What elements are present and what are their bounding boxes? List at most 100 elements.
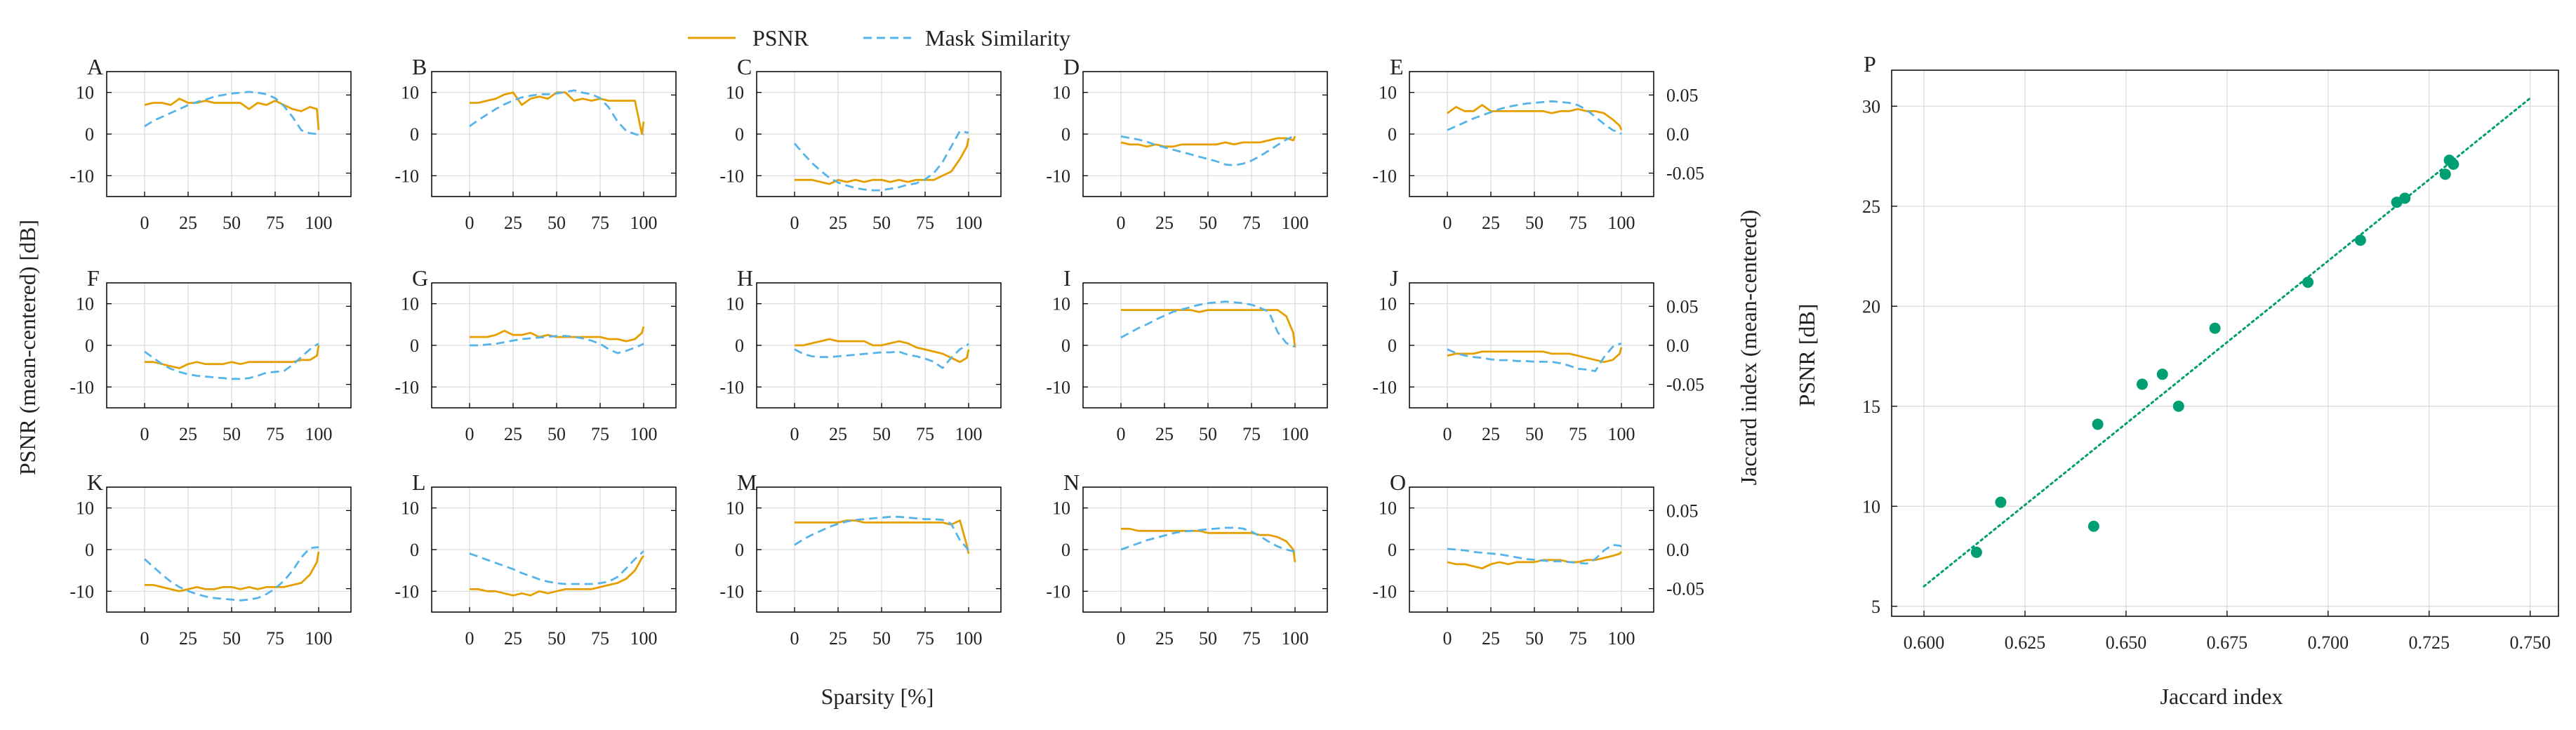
scatter-point <box>2209 322 2221 334</box>
panel-label: E <box>1390 54 1404 79</box>
scatter-tick-label-x: 0.625 <box>2005 632 2046 653</box>
tick-label-x: 50 <box>547 424 566 444</box>
y-axis-right-label: Jaccard index (mean-centered) <box>1736 210 1761 486</box>
tick-label-y: 10 <box>401 294 419 314</box>
tick-label-x: 75 <box>266 628 284 649</box>
tick-label-y: -10 <box>1046 581 1070 602</box>
tick-label-y: 0 <box>735 540 744 560</box>
scatter-tick-label-x: 0.650 <box>2106 632 2147 653</box>
tick-label-y: 10 <box>1379 83 1397 103</box>
scatter-point <box>2448 158 2459 170</box>
tick-label-y: 10 <box>76 83 94 103</box>
tick-label-x: 50 <box>1525 424 1543 444</box>
tick-label-x: 50 <box>223 628 241 649</box>
psnr-line <box>795 519 970 555</box>
tick-label-y: 10 <box>726 498 744 519</box>
tick-label-y: 0 <box>735 336 744 356</box>
tick-label-x: 25 <box>504 628 522 649</box>
tick-label-x: 50 <box>547 213 566 233</box>
tick-label-x: 25 <box>829 424 847 444</box>
psnr-line <box>1121 527 1296 562</box>
mask-similarity-line <box>144 546 319 602</box>
psnr-line <box>1120 135 1296 148</box>
tick-label-x: 100 <box>630 424 658 444</box>
tick-label-x: 75 <box>916 628 934 649</box>
tick-label-y: -10 <box>69 581 94 602</box>
panel-label: D <box>1063 54 1080 79</box>
tick-label-x: 75 <box>266 424 284 444</box>
psnr-line <box>1447 551 1623 570</box>
psnr-line <box>470 555 645 597</box>
mask-similarity-line <box>144 91 319 135</box>
tick-label-y-right: -0.05 <box>1666 579 1704 599</box>
tick-label-x: 75 <box>1569 213 1587 233</box>
tick-label-x: 25 <box>1482 424 1500 444</box>
tick-label-y: 0 <box>85 124 94 145</box>
tick-label-x: 75 <box>1569 628 1587 649</box>
tick-label-x: 25 <box>504 213 522 233</box>
tick-label-y: 0 <box>410 336 419 356</box>
tick-label-y: -10 <box>1046 166 1070 186</box>
panel-label: L <box>412 470 426 495</box>
tick-label-x: 0 <box>465 424 474 444</box>
scatter-tick-label-y: 25 <box>1862 197 1880 217</box>
mask-similarity-line <box>1447 100 1622 135</box>
scatter-point <box>2172 400 2184 412</box>
scatter-tick-label-x: 0.750 <box>2509 632 2551 653</box>
tick-label-y: -10 <box>394 166 419 186</box>
panel-label: N <box>1063 470 1080 495</box>
panel-label: M <box>737 470 757 495</box>
psnr-line <box>1121 309 1296 348</box>
tick-label-x: 100 <box>1608 628 1635 649</box>
legend: PSNR Mask Similarity <box>688 25 1070 51</box>
panel-label: O <box>1390 470 1406 495</box>
scatter-point <box>2087 520 2099 532</box>
mask-similarity-line <box>470 335 644 354</box>
scatter-tick-label-y: 10 <box>1862 496 1880 517</box>
tick-label-x: 100 <box>1282 424 1309 444</box>
tick-label-y: 0 <box>85 336 94 356</box>
tick-label-x: 25 <box>179 424 197 444</box>
mask-similarity-line <box>469 89 644 137</box>
tick-label-y: 0 <box>85 540 94 560</box>
tick-label-x: 100 <box>1282 628 1309 649</box>
tick-label-x: 50 <box>872 213 891 233</box>
tick-label-x: 100 <box>955 628 983 649</box>
tick-label-x: 0 <box>1443 213 1452 233</box>
tick-label-y: 0 <box>410 540 419 560</box>
tick-label-x: 0 <box>790 628 799 649</box>
scatter-point <box>1995 496 2007 508</box>
panel-label: F <box>87 265 100 291</box>
scatter-x-label: Jaccard index <box>2160 684 2283 709</box>
mask-similarity-line <box>1120 526 1295 552</box>
scatter-frame <box>1891 69 2559 617</box>
scatter-point <box>1970 546 1982 558</box>
mask-similarity-line <box>1120 300 1295 347</box>
tick-label-y: 10 <box>1052 294 1070 314</box>
mask-similarity-line <box>794 343 969 369</box>
tick-label-x: 75 <box>1242 213 1261 233</box>
tick-label-x: 25 <box>179 213 197 233</box>
mask-similarity-line <box>1447 543 1622 565</box>
tick-label-y: 10 <box>1379 498 1397 519</box>
mask-similarity-line <box>793 130 969 192</box>
tick-label-x: 25 <box>829 213 847 233</box>
tick-label-y: -10 <box>1372 166 1397 186</box>
x-axis-label: Sparsity [%] <box>821 684 934 709</box>
scatter-point <box>2302 277 2314 288</box>
tick-label-x: 25 <box>829 628 847 649</box>
scatter-tick-label-x: 0.600 <box>1904 632 1945 653</box>
tick-label-x: 50 <box>872 424 891 444</box>
tick-label-x: 100 <box>305 213 333 233</box>
tick-label-y: 10 <box>76 294 94 314</box>
scatter-point <box>2399 192 2411 204</box>
scatter-y-label: PSNR [dB] <box>1794 304 1819 407</box>
tick-label-x: 0 <box>1117 628 1126 649</box>
panel-o: -10 0 10 -0.05 0.0 0.05 0 25 50 75 100 O <box>1372 470 1704 649</box>
tick-label-x: 100 <box>955 424 983 444</box>
tick-label-y-right: -0.05 <box>1666 375 1704 395</box>
